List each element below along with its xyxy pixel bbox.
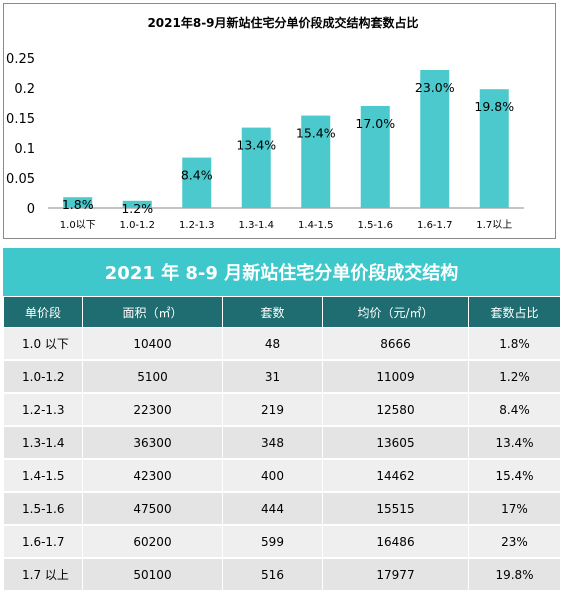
table-row: 1.5-1.6 47500 444 15515 17% bbox=[3, 492, 561, 526]
cell-avg-price: 15515 bbox=[322, 492, 469, 526]
cell-units: 348 bbox=[222, 426, 323, 460]
y-tick-label: 0.2 bbox=[14, 82, 35, 97]
cell-share: 13.4% bbox=[468, 426, 561, 460]
x-tick-label: 1.0以下 bbox=[60, 220, 96, 231]
cell-price-range: 1.7 以上 bbox=[3, 558, 83, 592]
table-row: 1.7 以上 50100 516 17977 19.8% bbox=[3, 558, 561, 592]
y-tick-label: 0.1 bbox=[14, 142, 35, 157]
bar bbox=[360, 106, 390, 208]
y-tick-label: 0.15 bbox=[6, 112, 35, 127]
cell-avg-price: 17977 bbox=[322, 558, 469, 592]
chart-panel: 2021年8-9月新站住宅分单价段成交结构套数占比 0 0.05 0.1 0.15 0.2… bbox=[0, 0, 566, 242]
x-tick-label: 1.5-1.6 bbox=[358, 220, 393, 231]
cell-share: 1.8% bbox=[468, 327, 561, 361]
bar bbox=[301, 115, 331, 208]
cell-avg-price: 13605 bbox=[322, 426, 469, 460]
y-tick-label: 0.25 bbox=[6, 52, 35, 67]
bar bbox=[122, 200, 152, 208]
table-header-row: 单价段 面积（㎡） 套数 均价（元/㎡） 套数占比 bbox=[3, 296, 561, 328]
cell-area: 5100 bbox=[82, 360, 223, 394]
cell-avg-price: 12580 bbox=[322, 393, 469, 427]
cell-units: 400 bbox=[222, 459, 323, 493]
cell-share: 19.8% bbox=[468, 558, 561, 592]
cell-avg-price: 8666 bbox=[322, 327, 469, 361]
cell-units: 48 bbox=[222, 327, 323, 361]
x-tick-label: 1.6-1.7 bbox=[417, 220, 452, 231]
header-area: 面积（㎡） bbox=[82, 296, 223, 328]
cell-price-range: 1.3-1.4 bbox=[3, 426, 83, 460]
cell-price-range: 1.4-1.5 bbox=[3, 459, 83, 493]
cell-area: 10400 bbox=[82, 327, 223, 361]
data-label: 13.4% bbox=[236, 138, 276, 153]
cell-avg-price: 11009 bbox=[322, 360, 469, 394]
cell-area: 60200 bbox=[82, 525, 223, 559]
cell-area: 47500 bbox=[82, 492, 223, 526]
header-units: 套数 bbox=[222, 296, 323, 328]
table-title: 2021 年 8-9 月新站住宅分单价段成交结构 bbox=[3, 248, 560, 296]
bar bbox=[420, 70, 450, 208]
x-tick-label: 1.0-1.2 bbox=[120, 220, 155, 231]
cell-share: 8.4% bbox=[468, 393, 561, 427]
price-structure-table: 单价段 面积（㎡） 套数 均价（元/㎡） 套数占比 1.0 以下 10400 48 8… bbox=[3, 296, 561, 592]
cell-avg-price: 16486 bbox=[322, 525, 469, 559]
cell-price-range: 1.0 以下 bbox=[3, 327, 83, 361]
cell-price-range: 1.6-1.7 bbox=[3, 525, 83, 559]
cell-price-range: 1.2-1.3 bbox=[3, 393, 83, 427]
data-label: 23.0% bbox=[415, 80, 455, 95]
cell-share: 17% bbox=[468, 492, 561, 526]
data-label: 1.2% bbox=[121, 201, 153, 216]
x-tick-label: 1.4-1.5 bbox=[298, 220, 333, 231]
bar bbox=[241, 127, 271, 208]
x-tick-label: 1.7以上 bbox=[476, 219, 512, 231]
data-label: 19.8% bbox=[474, 99, 514, 114]
y-tick-label: 0.05 bbox=[6, 172, 35, 187]
y-tick-label: 0 bbox=[27, 202, 35, 217]
table-row: 1.0-1.2 5100 31 11009 1.2% bbox=[3, 360, 561, 394]
bar bbox=[479, 89, 509, 208]
cell-price-range: 1.0-1.2 bbox=[3, 360, 83, 394]
table-row: 1.0 以下 10400 48 8666 1.8% bbox=[3, 327, 561, 361]
cell-share: 1.2% bbox=[468, 360, 561, 394]
data-label: 17.0% bbox=[355, 116, 395, 131]
cell-units: 516 bbox=[222, 558, 323, 592]
table-row: 1.3-1.4 36300 348 13605 13.4% bbox=[3, 426, 561, 460]
header-avg-price: 均价（元/㎡） bbox=[322, 296, 469, 328]
cell-area: 42300 bbox=[82, 459, 223, 493]
x-tick-label: 1.3-1.4 bbox=[239, 220, 274, 231]
data-label: 15.4% bbox=[296, 126, 336, 141]
table-row: 1.4-1.5 42300 400 14462 15.4% bbox=[3, 459, 561, 493]
table-panel: 2021 年 8-9 月新站住宅分单价段成交结构 单价段 面积（㎡） 套数 均价… bbox=[3, 248, 561, 592]
cell-area: 22300 bbox=[82, 393, 223, 427]
cell-avg-price: 14462 bbox=[322, 459, 469, 493]
table-row: 1.6-1.7 60200 599 16486 23% bbox=[3, 525, 561, 559]
cell-units: 31 bbox=[222, 360, 323, 394]
cell-share: 23% bbox=[468, 525, 561, 559]
cell-units: 219 bbox=[222, 393, 323, 427]
x-tick-label: 1.2-1.3 bbox=[179, 220, 214, 231]
bar bbox=[182, 157, 212, 208]
data-label: 8.4% bbox=[181, 168, 213, 183]
cell-units: 599 bbox=[222, 525, 323, 559]
cell-area: 50100 bbox=[82, 558, 223, 592]
bar-chart: 2021年8-9月新站住宅分单价段成交结构套数占比 0 0.05 0.1 0.15 0.2… bbox=[6, 15, 524, 231]
table-row: 1.2-1.3 22300 219 12580 8.4% bbox=[3, 393, 561, 427]
cell-share: 15.4% bbox=[468, 459, 561, 493]
bar bbox=[63, 197, 93, 208]
chart-title: 2021年8-9月新站住宅分单价段成交结构套数占比 bbox=[147, 15, 418, 30]
header-share: 套数占比 bbox=[468, 296, 561, 328]
cell-units: 444 bbox=[222, 492, 323, 526]
cell-price-range: 1.5-1.6 bbox=[3, 492, 83, 526]
cell-area: 36300 bbox=[82, 426, 223, 460]
chart-frame bbox=[3, 3, 556, 239]
header-price-range: 单价段 bbox=[3, 296, 83, 328]
data-label: 1.8% bbox=[62, 197, 94, 212]
